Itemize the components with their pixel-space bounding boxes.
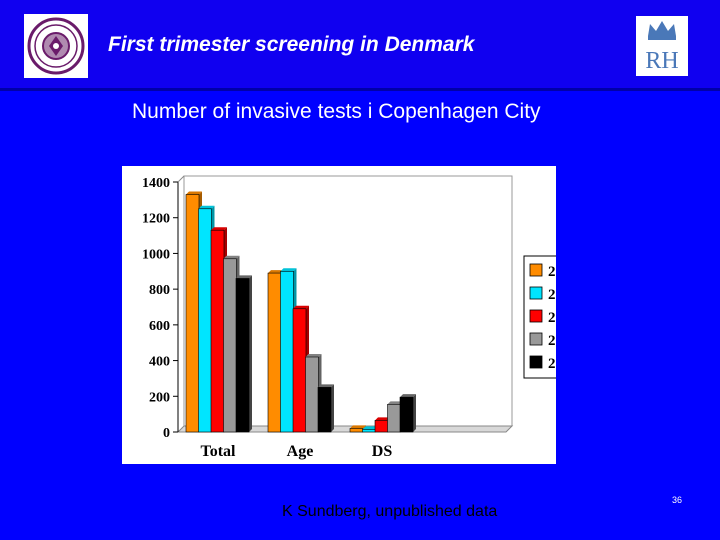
bar-top: [350, 425, 366, 429]
x-category-label: Total: [201, 443, 237, 460]
y-tick-label: 600: [149, 319, 170, 334]
rh-logo: RH: [636, 16, 688, 76]
bar-side: [249, 275, 252, 432]
y-tick-label: 1200: [142, 212, 170, 227]
header-divider: [0, 88, 720, 91]
y-tick-label: 1400: [142, 176, 170, 191]
bar-side: [331, 384, 334, 432]
bar-top: [375, 417, 391, 421]
bar-top: [198, 205, 215, 209]
bar-total-2002: [198, 208, 212, 433]
bar-top: [280, 268, 297, 272]
bar-ds-2002: [362, 429, 376, 433]
bar-top: [387, 401, 404, 405]
legend-swatch: [529, 286, 543, 300]
university-seal-logo: [24, 14, 88, 78]
bar-total-2004: [223, 258, 237, 433]
rh-logo-text: RH: [645, 48, 678, 74]
bar-top: [223, 255, 240, 259]
bar-top: [400, 394, 416, 398]
bar-age-2003: [292, 308, 307, 433]
x-category-label: DS: [372, 443, 393, 460]
bar-total-2001: [185, 194, 200, 433]
bar-age-2005: [317, 387, 332, 433]
legend-swatch: [529, 263, 543, 277]
page-number: 36: [672, 495, 683, 505]
header-band: [0, 0, 720, 88]
legend-label: 2003: [548, 310, 556, 326]
legend-swatch: [529, 355, 543, 369]
bar-top: [318, 384, 334, 388]
bar-top: [268, 270, 284, 274]
bar-top: [362, 426, 379, 430]
bar-ds-2003: [374, 420, 389, 433]
y-tick-label: 400: [149, 355, 170, 370]
legend-label: 2002: [548, 287, 556, 303]
bar-top: [211, 227, 227, 231]
legend-swatch: [529, 309, 543, 323]
bar-top: [186, 191, 202, 195]
y-tick-label: 800: [149, 283, 170, 298]
bar-total-2003: [210, 229, 225, 433]
bar-total-2005: [235, 278, 250, 433]
y-tick-label: 200: [149, 390, 170, 405]
chart-subtitle: Number of invasive tests i Copenhagen Ci…: [132, 100, 541, 123]
legend-label: 2005: [548, 356, 556, 372]
y-axis-top-edge: [177, 175, 185, 183]
bar-age-2002: [280, 270, 294, 433]
bar-ds-2004: [387, 404, 401, 433]
x-category-label: Age: [287, 443, 314, 460]
bar-top: [305, 354, 322, 357]
legend-swatch: [529, 332, 543, 346]
slide-title: First trimester screening in Denmark: [108, 33, 475, 56]
bar-age-2001: [267, 272, 282, 433]
data-credit: K Sundberg, unpublished data: [282, 503, 498, 520]
bar-top: [236, 275, 252, 279]
bar-age-2004: [305, 356, 319, 433]
bar-side: [413, 394, 416, 432]
y-tick-label: 0: [163, 426, 170, 441]
bar-top: [293, 305, 309, 309]
bar-ds-2001: [349, 428, 364, 433]
bar-ds-2005: [399, 396, 414, 433]
y-tick-label: 1000: [142, 247, 170, 262]
